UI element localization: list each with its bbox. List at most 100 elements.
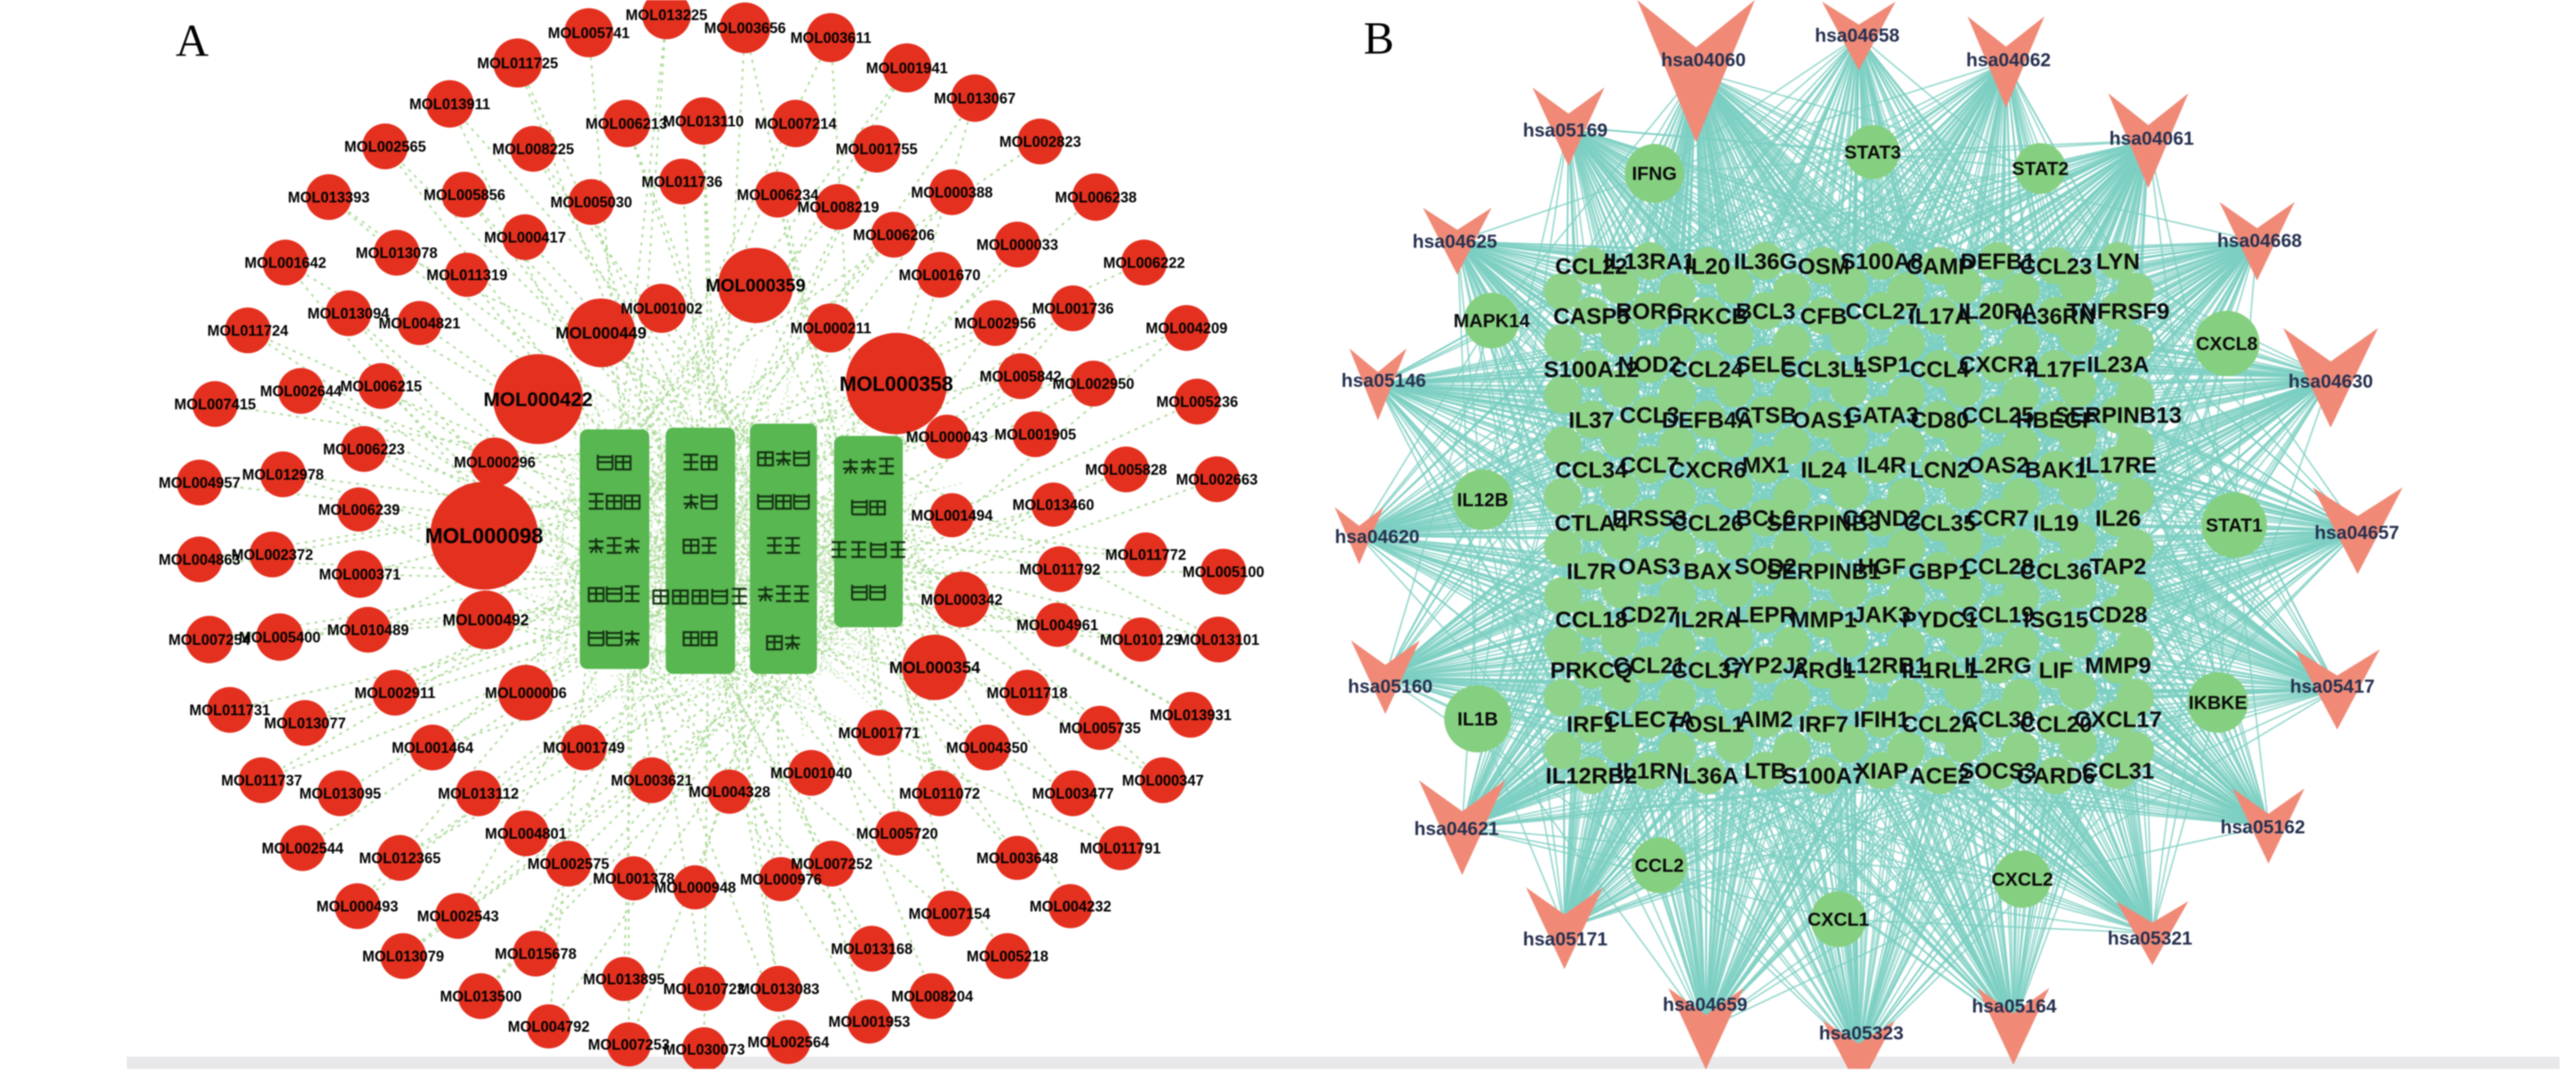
svg-text:MOL006234: MOL006234 — [737, 186, 819, 203]
svg-text:ACE2: ACE2 — [1910, 763, 1971, 788]
svg-text:MOL008219: MOL008219 — [797, 199, 879, 215]
svg-text:CTSB: CTSB — [1735, 402, 1797, 428]
svg-text:hsa04630: hsa04630 — [2288, 370, 2373, 392]
svg-text:MOL007154: MOL007154 — [909, 905, 990, 922]
svg-text:SERPINB13: SERPINB13 — [2054, 402, 2182, 428]
svg-text:PYDC1: PYDC1 — [1901, 607, 1977, 632]
svg-text:MOL006238: MOL006238 — [1055, 189, 1137, 205]
svg-text:MOL002911: MOL002911 — [354, 685, 435, 701]
svg-text:LCN2: LCN2 — [1910, 457, 1969, 483]
svg-text:IL37: IL37 — [1568, 407, 1614, 433]
svg-text:MOL000371: MOL000371 — [319, 566, 401, 582]
svg-text:IL1RN: IL1RN — [1617, 758, 1683, 783]
svg-text:LYN: LYN — [2096, 249, 2139, 274]
svg-text:MOL030073: MOL030073 — [663, 1041, 745, 1057]
svg-text:MOL000354: MOL000354 — [889, 659, 981, 677]
svg-text:PRKCQ: PRKCQ — [1550, 658, 1632, 683]
svg-text:CYP2J2: CYP2J2 — [1723, 653, 1808, 678]
svg-text:MOL006213: MOL006213 — [586, 115, 667, 132]
svg-text:IL23A: IL23A — [2087, 352, 2149, 377]
svg-text:MOL001670: MOL001670 — [899, 267, 981, 283]
svg-text:MOL013112: MOL013112 — [438, 785, 518, 801]
svg-text:hsa05323: hsa05323 — [1819, 1022, 1904, 1044]
svg-text:MMP1: MMP1 — [1791, 607, 1857, 632]
svg-text:ARG1: ARG1 — [1792, 658, 1856, 683]
svg-text:MOL000358: MOL000358 — [840, 373, 954, 396]
svg-text:MOL004232: MOL004232 — [1030, 898, 1111, 914]
svg-text:BAK1: BAK1 — [2025, 457, 2087, 483]
svg-text:MOL011072: MOL011072 — [899, 785, 980, 801]
svg-text:CXCL17: CXCL17 — [2074, 707, 2161, 732]
svg-text:MOL013460: MOL013460 — [1012, 496, 1094, 513]
svg-text:MOL001736: MOL001736 — [1032, 300, 1114, 317]
svg-text:MOL008204: MOL008204 — [891, 988, 973, 1004]
svg-text:STAT3: STAT3 — [1844, 141, 1901, 163]
svg-text:IL36A: IL36A — [1676, 763, 1739, 788]
svg-text:STAT1: STAT1 — [2206, 514, 2263, 536]
svg-text:MOL001642: MOL001642 — [245, 254, 326, 271]
svg-text:hsa05162: hsa05162 — [2220, 816, 2305, 837]
svg-text:CCL22: CCL22 — [1555, 254, 1628, 279]
svg-text:hsa04061: hsa04061 — [2109, 128, 2194, 149]
svg-text:MOL011718: MOL011718 — [986, 685, 1067, 701]
svg-text:MOL006206: MOL006206 — [853, 227, 935, 243]
svg-text:ISG15: ISG15 — [2023, 607, 2088, 632]
svg-text:MOL002644: MOL002644 — [260, 383, 342, 399]
svg-text:MOL002575: MOL002575 — [527, 855, 609, 872]
svg-text:CCL18: CCL18 — [1555, 607, 1628, 632]
svg-text:IL1RL1: IL1RL1 — [1901, 658, 1977, 683]
svg-text:MOL007253: MOL007253 — [588, 1036, 670, 1053]
svg-text:MOL004792: MOL004792 — [508, 1018, 590, 1035]
svg-text:MOL006223: MOL006223 — [323, 441, 405, 457]
svg-text:CXCL2: CXCL2 — [1991, 869, 2053, 890]
svg-text:hsa05164: hsa05164 — [1972, 995, 2057, 1017]
svg-text:IL17RE: IL17RE — [2080, 452, 2157, 478]
svg-text:MOL012978: MOL012978 — [242, 466, 324, 483]
svg-text:MOL000359: MOL000359 — [706, 276, 806, 296]
svg-text:MOL011736: MOL011736 — [641, 173, 722, 190]
svg-text:CCL3: CCL3 — [1619, 402, 1679, 428]
svg-text:MOL011319: MOL011319 — [426, 267, 507, 283]
svg-text:JAK3: JAK3 — [1852, 602, 1911, 627]
svg-text:MOL002544: MOL002544 — [262, 840, 343, 856]
svg-text:CLEC7A: CLEC7A — [1604, 707, 1695, 732]
svg-text:MOL008225: MOL008225 — [492, 141, 574, 157]
svg-text:MOL013095: MOL013095 — [299, 785, 381, 801]
svg-text:MOL003477: MOL003477 — [1032, 785, 1114, 801]
svg-text:hsa05146: hsa05146 — [1341, 370, 1426, 391]
svg-text:CD80: CD80 — [1910, 407, 1969, 433]
svg-text:MOL013083: MOL013083 — [738, 981, 819, 997]
svg-text:hsa04657: hsa04657 — [2314, 522, 2399, 543]
svg-text:MOL007415: MOL007415 — [174, 396, 256, 412]
svg-text:MOL000347: MOL000347 — [1122, 772, 1204, 788]
svg-text:CCL31: CCL31 — [2082, 758, 2155, 783]
svg-text:MOL002564: MOL002564 — [747, 1034, 829, 1050]
svg-text:MOL003648: MOL003648 — [976, 850, 1058, 866]
svg-text:MOL000976: MOL000976 — [740, 871, 822, 887]
svg-text:A: A — [176, 16, 209, 67]
svg-text:LIF: LIF — [2039, 658, 2073, 683]
svg-text:TNFRSF9: TNFRSF9 — [2067, 299, 2170, 324]
svg-text:hsa04668: hsa04668 — [2217, 230, 2302, 251]
svg-text:MOL003656: MOL003656 — [704, 20, 786, 36]
svg-text:MOL001494: MOL001494 — [911, 507, 993, 523]
svg-text:hsa04658: hsa04658 — [1815, 25, 1900, 46]
svg-text:BCL3: BCL3 — [1735, 299, 1795, 324]
svg-text:CXCR6: CXCR6 — [1669, 457, 1747, 483]
svg-text:MOL001749: MOL001749 — [543, 739, 625, 756]
svg-text:MOL013079: MOL013079 — [362, 948, 444, 964]
svg-text:MOL002663: MOL002663 — [1176, 471, 1258, 487]
svg-text:CCL4: CCL4 — [1910, 357, 1970, 382]
svg-text:MOL005720: MOL005720 — [856, 825, 938, 842]
svg-text:hsa04625: hsa04625 — [1412, 231, 1497, 252]
svg-text:IL12RB1: IL12RB1 — [1836, 653, 1928, 678]
svg-text:MOL003611: MOL003611 — [790, 29, 871, 46]
svg-text:MOL010723: MOL010723 — [663, 981, 745, 997]
svg-text:DEFB1: DEFB1 — [1960, 249, 2035, 274]
svg-text:MX1: MX1 — [1742, 452, 1789, 478]
svg-text:PRKCB: PRKCB — [1667, 303, 1748, 329]
svg-text:MOL000296: MOL000296 — [454, 454, 536, 470]
svg-text:hsa04060: hsa04060 — [1661, 49, 1746, 70]
svg-text:CCL30: CCL30 — [1962, 707, 2035, 732]
svg-text:hsa04062: hsa04062 — [1966, 49, 2051, 70]
